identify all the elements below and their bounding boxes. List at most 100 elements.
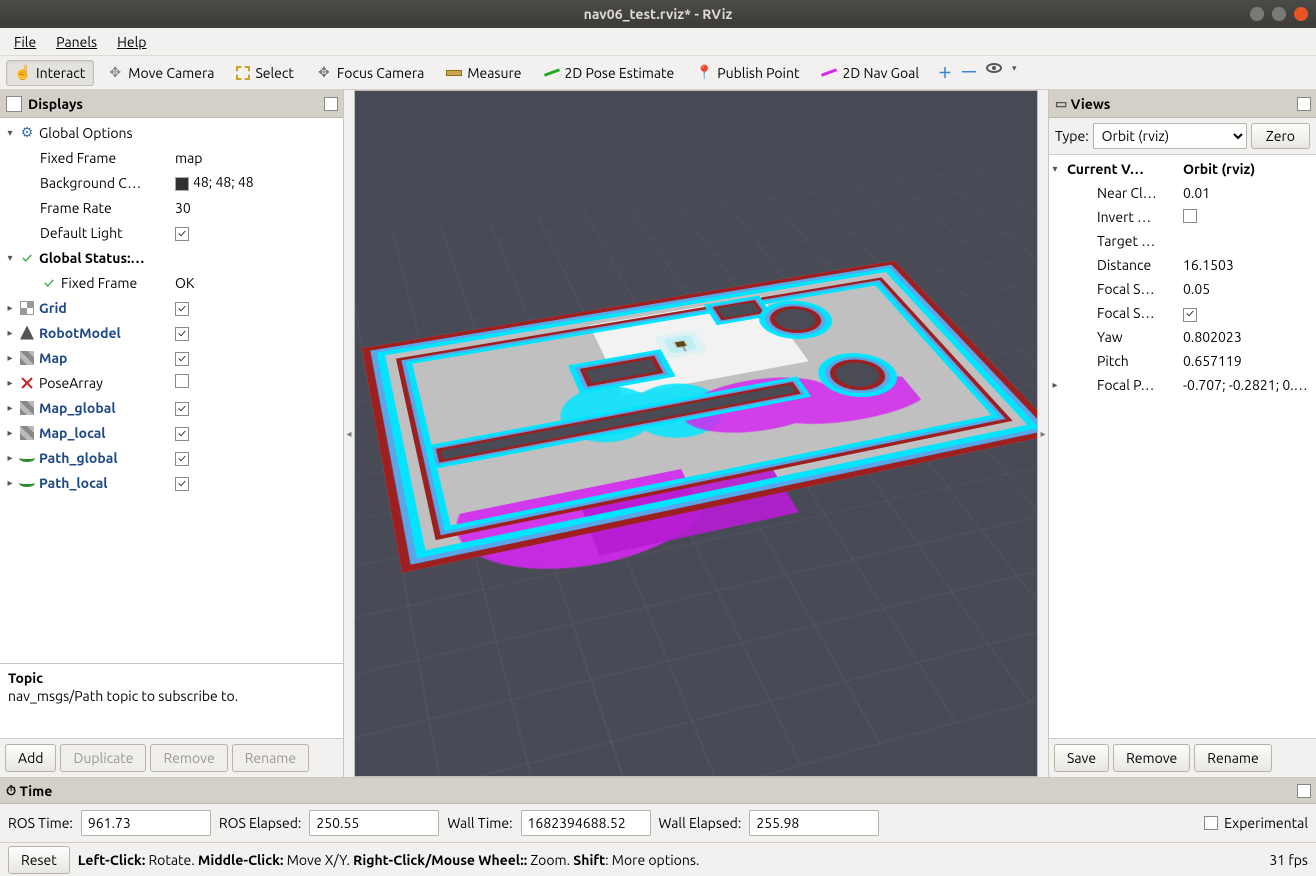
experimental-checkbox[interactable] [1204, 816, 1218, 830]
display-item-path_global[interactable]: ▸Path_global [0, 445, 343, 470]
fixed-frame-row[interactable]: Fixed Frame map [0, 145, 343, 170]
tool-select[interactable]: Select [227, 60, 302, 86]
views-icon [1055, 95, 1067, 112]
views-type-row: Type: Orbit (rviz) Zero [1049, 118, 1316, 155]
zero-button[interactable]: Zero [1251, 123, 1310, 149]
remove-view-button[interactable]: Remove [1113, 744, 1190, 772]
display-checkbox[interactable] [175, 374, 189, 388]
display-checkbox[interactable] [175, 302, 189, 316]
tool-focus-camera[interactable]: Focus Camera [307, 60, 433, 86]
menu-bar: File Panels Help [0, 28, 1316, 56]
rename-display-button: Rename [232, 744, 309, 772]
ros-time-label: ROS Time: [8, 815, 73, 831]
status-fixed-frame-row[interactable]: ✓ Fixed Frame OK [0, 270, 343, 295]
tool-measure[interactable]: Measure [437, 60, 530, 86]
menu-panels[interactable]: Panels [48, 31, 105, 53]
view-prop-row[interactable]: Focal S… [1049, 301, 1316, 325]
menu-file[interactable]: File [6, 31, 44, 53]
default-light-checkbox[interactable] [175, 227, 189, 241]
tool-2d-nav-goal[interactable]: 2D Nav Goal [812, 60, 928, 86]
views-tree[interactable]: ▾ Current V… Orbit (rviz) Near Cl…0.01In… [1049, 155, 1316, 738]
display-item-path_local[interactable]: ▸Path_local [0, 470, 343, 495]
background-color-row[interactable]: Background C… 48; 48; 48 [0, 170, 343, 195]
displays-header[interactable]: Displays [0, 90, 343, 118]
add-button[interactable]: Add [5, 744, 56, 772]
displays-title: Displays [28, 96, 83, 112]
path-icon [18, 454, 36, 462]
rename-view-button[interactable]: Rename [1194, 744, 1271, 772]
display-checkbox[interactable] [175, 477, 189, 491]
display-item-map[interactable]: ▸Map [0, 345, 343, 370]
wall-elapsed-input[interactable] [749, 810, 879, 836]
frame-rate-row[interactable]: Frame Rate 30 [0, 195, 343, 220]
view-prop-row[interactable]: Invert … [1049, 205, 1316, 229]
hint-text: Left-Click: Rotate. Middle-Click: Move X… [78, 852, 700, 868]
right-splitter[interactable]: ▸ [1038, 90, 1048, 777]
tool-2d-pose-estimate[interactable]: 2D Pose Estimate [535, 60, 684, 86]
view-prop-row[interactable]: Pitch0.657119 [1049, 349, 1316, 373]
global-options-row[interactable]: ▾⚙ Global Options [0, 120, 343, 145]
save-view-button[interactable]: Save [1054, 744, 1109, 772]
pose-estimate-icon [544, 68, 560, 76]
tool-interact[interactable]: Interact [6, 60, 94, 86]
time-minimize-icon[interactable] [1297, 784, 1311, 798]
display-item-posearray[interactable]: ▸PoseArray [0, 370, 343, 395]
wall-time-input[interactable] [521, 810, 651, 836]
global-status-row[interactable]: ▾✓ Global Status:… [0, 245, 343, 270]
publish-point-icon [696, 65, 712, 81]
displays-icon [6, 96, 22, 112]
dropdown-icon[interactable]: ▾ [1012, 63, 1017, 83]
interact-icon [15, 65, 31, 81]
viewport-3d[interactable] [354, 90, 1038, 777]
reset-button[interactable]: Reset [8, 846, 70, 874]
display-item-grid[interactable]: ▸Grid [0, 295, 343, 320]
display-checkbox[interactable] [175, 402, 189, 416]
tool-publish-point[interactable]: Publish Point [687, 60, 808, 86]
path-icon [18, 479, 36, 487]
displays-tree[interactable]: ▾⚙ Global Options Fixed Frame map Backgr… [0, 118, 343, 663]
view-prop-row[interactable]: Focal S…0.05 [1049, 277, 1316, 301]
view-prop-row[interactable]: Target … [1049, 229, 1316, 253]
time-header[interactable]: Time [0, 778, 1316, 804]
tool-move-camera[interactable]: Move Camera [98, 60, 223, 86]
minimize-icon[interactable] [1250, 7, 1264, 21]
ros-elapsed-input[interactable] [309, 810, 439, 836]
view-prop-row[interactable]: Distance16.1503 [1049, 253, 1316, 277]
view-prop-checkbox[interactable] [1183, 308, 1197, 322]
close-icon[interactable] [1294, 7, 1308, 21]
add-tool-icon[interactable]: ＋ [938, 63, 952, 83]
display-checkbox[interactable] [175, 327, 189, 341]
experimental-label: Experimental [1224, 815, 1308, 831]
map-icon [18, 351, 36, 365]
display-item-map_global[interactable]: ▸Map_global [0, 395, 343, 420]
views-minimize-icon[interactable] [1297, 97, 1311, 111]
ros-time-input[interactable] [81, 810, 211, 836]
left-splitter[interactable]: ◂ [344, 90, 354, 777]
displays-minimize-icon[interactable] [324, 97, 338, 111]
display-checkbox[interactable] [175, 352, 189, 366]
status-bar: Reset Left-Click: Rotate. Middle-Click: … [0, 842, 1316, 876]
viewport-wrap [354, 90, 1038, 777]
current-view-row[interactable]: ▾ Current V… Orbit (rviz) [1049, 157, 1316, 181]
default-light-row[interactable]: Default Light [0, 220, 343, 245]
visibility-icon[interactable] [986, 63, 1002, 73]
display-item-map_local[interactable]: ▸Map_local [0, 420, 343, 445]
description-title: Topic [8, 670, 335, 686]
time-panel: Time ROS Time: ROS Elapsed: Wall Time: W… [0, 777, 1316, 842]
view-prop-row[interactable]: Yaw0.802023 [1049, 325, 1316, 349]
window-titlebar: nav06_test.rviz* - RViz [0, 0, 1316, 28]
maximize-icon[interactable] [1272, 7, 1286, 21]
view-prop-checkbox[interactable] [1183, 209, 1197, 223]
description-box: Topic nav_msgs/Path topic to subscribe t… [0, 663, 343, 738]
display-item-robotmodel[interactable]: ▸RobotModel [0, 320, 343, 345]
duplicate-button: Duplicate [60, 744, 146, 772]
measure-icon [446, 70, 462, 76]
view-prop-row[interactable]: Near Cl…0.01 [1049, 181, 1316, 205]
menu-help[interactable]: Help [109, 31, 154, 53]
view-type-select[interactable]: Orbit (rviz) [1093, 123, 1247, 149]
view-prop-row[interactable]: ▸Focal P…-0.707; -0.2821; 0.… [1049, 373, 1316, 397]
views-header[interactable]: Views [1049, 90, 1316, 118]
display-checkbox[interactable] [175, 452, 189, 466]
display-checkbox[interactable] [175, 427, 189, 441]
remove-tool-icon[interactable]: — [962, 63, 976, 83]
